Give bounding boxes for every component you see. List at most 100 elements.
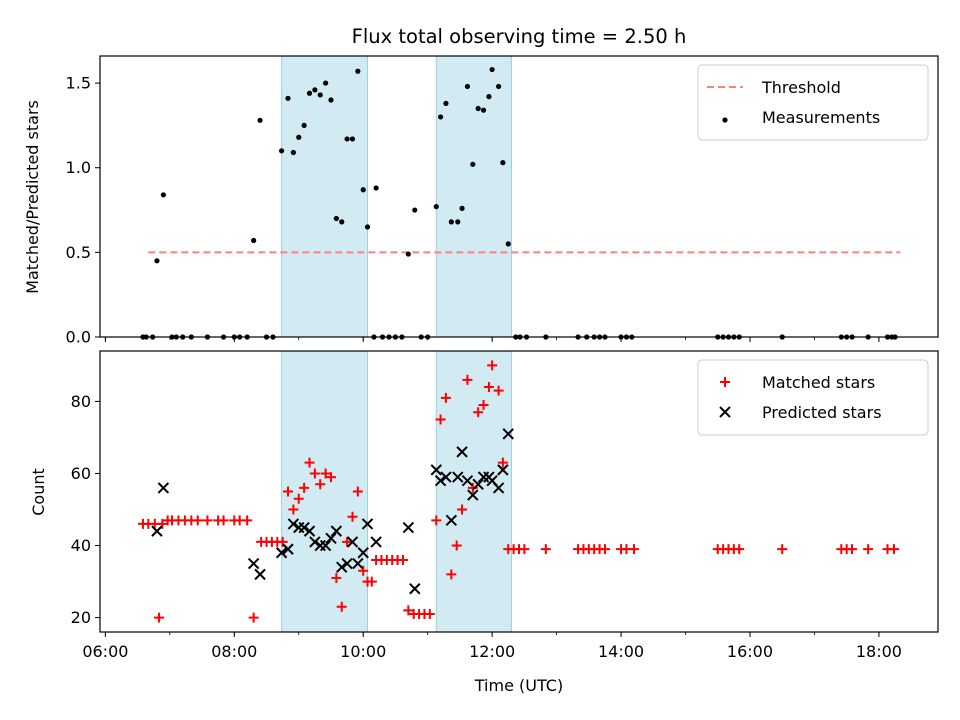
measurement-point <box>154 258 160 264</box>
matched-star-marker <box>202 515 213 526</box>
measurement-point <box>317 92 323 98</box>
matched-star-marker <box>473 407 484 418</box>
matched-star-marker <box>451 540 462 551</box>
measurement-point <box>464 83 471 90</box>
matched-star-marker <box>352 486 363 497</box>
predicted-star-marker <box>275 547 288 559</box>
legend: Matched stars Predicted stars <box>697 359 929 436</box>
measurement-point <box>301 122 307 129</box>
matched-star-marker <box>847 544 858 555</box>
y-tick-label: 1.5 <box>66 74 91 93</box>
measurement-point <box>285 95 291 101</box>
measurement-point <box>443 100 449 106</box>
matched-star-marker <box>336 601 347 612</box>
measurement-point <box>455 219 461 225</box>
legend-box <box>697 359 929 436</box>
matched-star-marker <box>293 493 304 504</box>
predicted-star-marker <box>341 557 353 570</box>
predicted-star-marker <box>370 536 382 548</box>
matched-star-marker <box>540 544 551 555</box>
measurement-point <box>306 90 313 96</box>
matched-star-marker <box>347 511 358 522</box>
matched-star-marker <box>397 554 408 565</box>
y-tick-label: 0.5 <box>66 243 91 262</box>
predicted-star-marker <box>409 583 421 595</box>
legend-label: Matched stars <box>762 373 875 392</box>
matched-star-marker <box>304 457 315 468</box>
matched-star-marker <box>440 392 451 403</box>
predicted-star-marker <box>452 471 464 483</box>
predicted-star-marker <box>440 471 452 483</box>
predicted-star-marker <box>472 478 484 491</box>
predicted-star-marker <box>336 561 348 573</box>
matched-star-marker <box>192 515 203 526</box>
legend: Threshold Measurements <box>697 64 929 141</box>
measurement-point <box>160 192 166 198</box>
predicted-star-marker <box>303 525 316 537</box>
measurement-point <box>290 149 296 156</box>
matched-star-marker <box>320 468 331 479</box>
measurement-point <box>433 204 439 210</box>
y-tick-label: 40 <box>71 536 91 555</box>
measurement-point <box>344 136 350 142</box>
measurement-point <box>500 160 506 166</box>
matched-star-marker <box>283 486 294 497</box>
x-tick-label: 16:00 <box>727 642 773 661</box>
measurement-point <box>448 219 454 225</box>
matched-star-marker <box>157 518 168 529</box>
observing-window-2 <box>435 55 512 338</box>
predicted-star-marker <box>287 518 300 530</box>
legend-label: Measurements <box>762 108 880 127</box>
matched-star-marker <box>431 515 442 526</box>
predicted-star-marker <box>434 474 447 487</box>
legend-label: Predicted stars <box>762 403 882 422</box>
measurement-point <box>257 117 263 123</box>
measurement-point <box>364 224 371 230</box>
legend-box <box>697 64 929 141</box>
matched-star-marker <box>777 544 788 555</box>
matched-star-marker <box>242 515 253 526</box>
measurement-point <box>333 215 339 222</box>
axes-frame <box>99 350 939 633</box>
measurement-point <box>405 251 411 257</box>
predicted-star-marker <box>445 514 458 527</box>
xlabel-time: Time (UTC) <box>474 676 563 695</box>
x-tick-label: 08:00 <box>211 642 257 661</box>
axes-frame <box>99 55 939 338</box>
matched-star-marker <box>493 385 504 396</box>
matched-star-marker <box>435 414 446 425</box>
matched-star-marker <box>342 536 353 547</box>
ylabel-ratio: Matched/Predicted stars <box>23 100 42 294</box>
measurement-point <box>355 68 361 74</box>
matched-star-marker <box>424 608 435 619</box>
legend-measurement-swatch <box>722 117 728 123</box>
measurement-point <box>360 187 366 193</box>
ylabel-count: Count <box>29 468 48 516</box>
measurement-point <box>437 114 444 120</box>
matched-star-marker <box>315 479 326 490</box>
x-tick-label: 18:00 <box>856 642 902 661</box>
matched-star-marker <box>288 504 299 515</box>
matched-star-marker <box>218 515 229 526</box>
matched-star-marker <box>628 544 639 555</box>
predicted-star-marker <box>309 536 321 548</box>
matched-star-marker <box>734 544 745 555</box>
matched-star-marker <box>487 360 498 371</box>
x-tick-label: 06:00 <box>82 642 128 661</box>
legend-matched-swatch <box>720 377 730 387</box>
matched-star-marker <box>403 605 414 616</box>
predicted-star-marker <box>467 489 479 501</box>
predicted-star-marker <box>502 428 514 440</box>
matched-star-marker <box>457 504 468 515</box>
matched-star-marker <box>863 544 874 555</box>
matched-star-marker <box>888 544 899 555</box>
figure-title: Flux total observing time = 2.50 h <box>352 25 687 48</box>
y-tick-label: 20 <box>71 608 91 627</box>
y-tick-label: 80 <box>71 392 91 411</box>
measurement-point <box>495 83 502 90</box>
measurement-point <box>312 87 318 93</box>
predicted-star-marker <box>282 543 294 555</box>
x-tick-label: 12:00 <box>469 642 515 661</box>
matched-star-marker <box>497 457 508 468</box>
